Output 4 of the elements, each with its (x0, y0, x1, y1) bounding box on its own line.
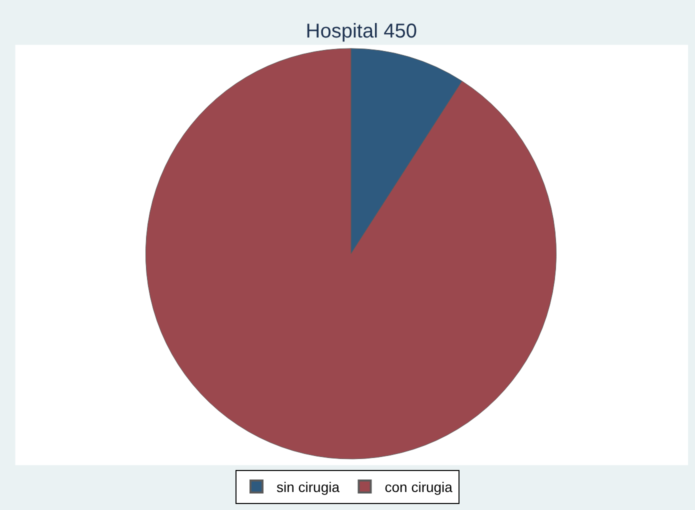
pie-slice (145, 48, 556, 460)
legend-label: sin cirugia (276, 478, 340, 495)
legend-label: con cirugia (384, 478, 453, 495)
chart-title: Hospital 450 (306, 20, 417, 43)
